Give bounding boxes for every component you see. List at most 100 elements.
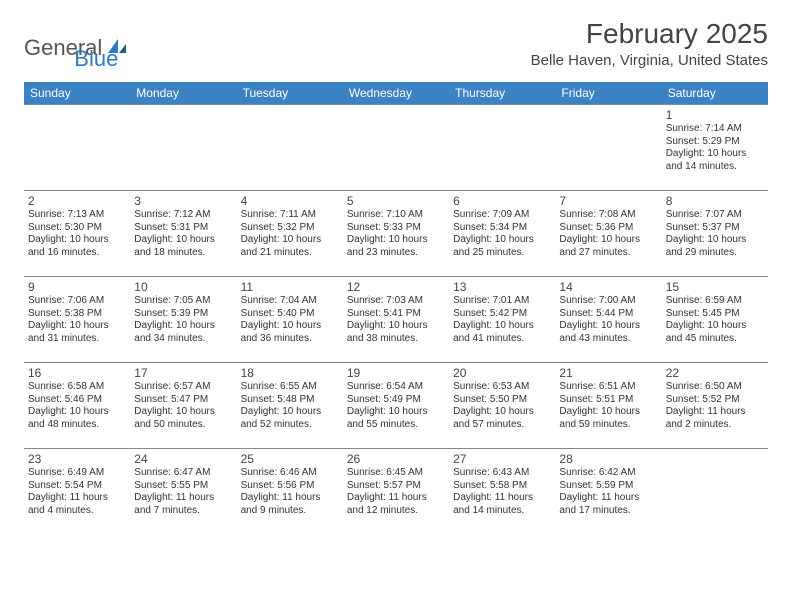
sunset-text: Sunset: 5:37 PM	[666, 222, 764, 235]
daylight-text: Daylight: 10 hours and 21 minutes.	[241, 234, 339, 259]
calendar-day-cell: 2Sunrise: 7:13 AMSunset: 5:30 PMDaylight…	[24, 191, 130, 277]
logo-text-blue: Blue	[74, 46, 118, 72]
sunset-text: Sunset: 5:40 PM	[241, 308, 339, 321]
sunset-text: Sunset: 5:58 PM	[453, 480, 551, 493]
daylight-text: Daylight: 10 hours and 57 minutes.	[453, 406, 551, 431]
day-number: 15	[666, 280, 764, 294]
sunset-text: Sunset: 5:34 PM	[453, 222, 551, 235]
calendar-day-cell: 15Sunrise: 6:59 AMSunset: 5:45 PMDayligh…	[662, 277, 768, 363]
day-info: Sunrise: 7:06 AMSunset: 5:38 PMDaylight:…	[28, 295, 126, 345]
calendar-week-row: 2Sunrise: 7:13 AMSunset: 5:30 PMDaylight…	[24, 191, 768, 277]
calendar-day-cell: 25Sunrise: 6:46 AMSunset: 5:56 PMDayligh…	[237, 449, 343, 535]
calendar-day-cell	[24, 105, 130, 191]
daylight-text: Daylight: 10 hours and 34 minutes.	[134, 320, 232, 345]
sunset-text: Sunset: 5:57 PM	[347, 480, 445, 493]
sunset-text: Sunset: 5:59 PM	[559, 480, 657, 493]
daylight-text: Daylight: 10 hours and 18 minutes.	[134, 234, 232, 259]
sunrise-text: Sunrise: 7:09 AM	[453, 209, 551, 222]
day-number: 28	[559, 452, 657, 466]
day-number: 20	[453, 366, 551, 380]
calendar-day-cell: 9Sunrise: 7:06 AMSunset: 5:38 PMDaylight…	[24, 277, 130, 363]
sunset-text: Sunset: 5:56 PM	[241, 480, 339, 493]
sunrise-text: Sunrise: 7:11 AM	[241, 209, 339, 222]
day-info: Sunrise: 6:50 AMSunset: 5:52 PMDaylight:…	[666, 381, 764, 431]
sunset-text: Sunset: 5:29 PM	[666, 136, 764, 149]
calendar-day-cell: 21Sunrise: 6:51 AMSunset: 5:51 PMDayligh…	[555, 363, 661, 449]
calendar-day-cell: 20Sunrise: 6:53 AMSunset: 5:50 PMDayligh…	[449, 363, 555, 449]
calendar-day-cell	[130, 105, 236, 191]
daylight-text: Daylight: 10 hours and 31 minutes.	[28, 320, 126, 345]
day-info: Sunrise: 6:47 AMSunset: 5:55 PMDaylight:…	[134, 467, 232, 517]
calendar-day-cell: 22Sunrise: 6:50 AMSunset: 5:52 PMDayligh…	[662, 363, 768, 449]
daylight-text: Daylight: 11 hours and 14 minutes.	[453, 492, 551, 517]
daylight-text: Daylight: 10 hours and 29 minutes.	[666, 234, 764, 259]
calendar-day-cell: 5Sunrise: 7:10 AMSunset: 5:33 PMDaylight…	[343, 191, 449, 277]
calendar-day-cell: 11Sunrise: 7:04 AMSunset: 5:40 PMDayligh…	[237, 277, 343, 363]
sunset-text: Sunset: 5:55 PM	[134, 480, 232, 493]
day-number: 3	[134, 194, 232, 208]
day-info: Sunrise: 7:12 AMSunset: 5:31 PMDaylight:…	[134, 209, 232, 259]
day-number: 6	[453, 194, 551, 208]
day-number: 4	[241, 194, 339, 208]
calendar-day-cell: 8Sunrise: 7:07 AMSunset: 5:37 PMDaylight…	[662, 191, 768, 277]
weekday-header: Saturday	[662, 82, 768, 105]
daylight-text: Daylight: 10 hours and 43 minutes.	[559, 320, 657, 345]
calendar-day-cell: 23Sunrise: 6:49 AMSunset: 5:54 PMDayligh…	[24, 449, 130, 535]
day-info: Sunrise: 6:57 AMSunset: 5:47 PMDaylight:…	[134, 381, 232, 431]
calendar-body: 1Sunrise: 7:14 AMSunset: 5:29 PMDaylight…	[24, 105, 768, 535]
day-number: 8	[666, 194, 764, 208]
sunset-text: Sunset: 5:31 PM	[134, 222, 232, 235]
sunset-text: Sunset: 5:33 PM	[347, 222, 445, 235]
sunset-text: Sunset: 5:54 PM	[28, 480, 126, 493]
sunset-text: Sunset: 5:38 PM	[28, 308, 126, 321]
calendar-day-cell: 17Sunrise: 6:57 AMSunset: 5:47 PMDayligh…	[130, 363, 236, 449]
weekday-header: Monday	[130, 82, 236, 105]
sunrise-text: Sunrise: 7:12 AM	[134, 209, 232, 222]
calendar-week-row: 23Sunrise: 6:49 AMSunset: 5:54 PMDayligh…	[24, 449, 768, 535]
daylight-text: Daylight: 11 hours and 17 minutes.	[559, 492, 657, 517]
day-info: Sunrise: 7:01 AMSunset: 5:42 PMDaylight:…	[453, 295, 551, 345]
day-info: Sunrise: 6:55 AMSunset: 5:48 PMDaylight:…	[241, 381, 339, 431]
sunset-text: Sunset: 5:44 PM	[559, 308, 657, 321]
day-number: 11	[241, 280, 339, 294]
calendar-day-cell: 18Sunrise: 6:55 AMSunset: 5:48 PMDayligh…	[237, 363, 343, 449]
day-number: 5	[347, 194, 445, 208]
sunrise-text: Sunrise: 6:57 AM	[134, 381, 232, 394]
calendar-day-cell	[237, 105, 343, 191]
daylight-text: Daylight: 10 hours and 48 minutes.	[28, 406, 126, 431]
day-number: 19	[347, 366, 445, 380]
calendar-day-cell: 19Sunrise: 6:54 AMSunset: 5:49 PMDayligh…	[343, 363, 449, 449]
sunrise-text: Sunrise: 6:54 AM	[347, 381, 445, 394]
calendar-day-cell	[449, 105, 555, 191]
calendar-day-cell: 3Sunrise: 7:12 AMSunset: 5:31 PMDaylight…	[130, 191, 236, 277]
sunrise-text: Sunrise: 7:13 AM	[28, 209, 126, 222]
daylight-text: Daylight: 10 hours and 14 minutes.	[666, 148, 764, 173]
weekday-header: Thursday	[449, 82, 555, 105]
calendar-day-cell: 12Sunrise: 7:03 AMSunset: 5:41 PMDayligh…	[343, 277, 449, 363]
sunset-text: Sunset: 5:48 PM	[241, 394, 339, 407]
calendar-day-cell: 7Sunrise: 7:08 AMSunset: 5:36 PMDaylight…	[555, 191, 661, 277]
day-number: 10	[134, 280, 232, 294]
logo: General Blue	[24, 24, 118, 72]
calendar-day-cell: 1Sunrise: 7:14 AMSunset: 5:29 PMDaylight…	[662, 105, 768, 191]
day-number: 23	[28, 452, 126, 466]
sunset-text: Sunset: 5:46 PM	[28, 394, 126, 407]
daylight-text: Daylight: 11 hours and 9 minutes.	[241, 492, 339, 517]
title-block: February 2025 Belle Haven, Virginia, Uni…	[531, 18, 768, 69]
sunrise-text: Sunrise: 6:55 AM	[241, 381, 339, 394]
sunset-text: Sunset: 5:45 PM	[666, 308, 764, 321]
day-number: 21	[559, 366, 657, 380]
calendar-table: Sunday Monday Tuesday Wednesday Thursday…	[24, 82, 768, 535]
sunrise-text: Sunrise: 7:10 AM	[347, 209, 445, 222]
day-info: Sunrise: 6:59 AMSunset: 5:45 PMDaylight:…	[666, 295, 764, 345]
sunset-text: Sunset: 5:36 PM	[559, 222, 657, 235]
daylight-text: Daylight: 10 hours and 25 minutes.	[453, 234, 551, 259]
day-info: Sunrise: 7:04 AMSunset: 5:40 PMDaylight:…	[241, 295, 339, 345]
sunrise-text: Sunrise: 6:53 AM	[453, 381, 551, 394]
daylight-text: Daylight: 11 hours and 4 minutes.	[28, 492, 126, 517]
calendar-day-cell: 26Sunrise: 6:45 AMSunset: 5:57 PMDayligh…	[343, 449, 449, 535]
location-text: Belle Haven, Virginia, United States	[531, 52, 768, 69]
calendar-day-cell: 27Sunrise: 6:43 AMSunset: 5:58 PMDayligh…	[449, 449, 555, 535]
weekday-header: Friday	[555, 82, 661, 105]
day-number: 9	[28, 280, 126, 294]
